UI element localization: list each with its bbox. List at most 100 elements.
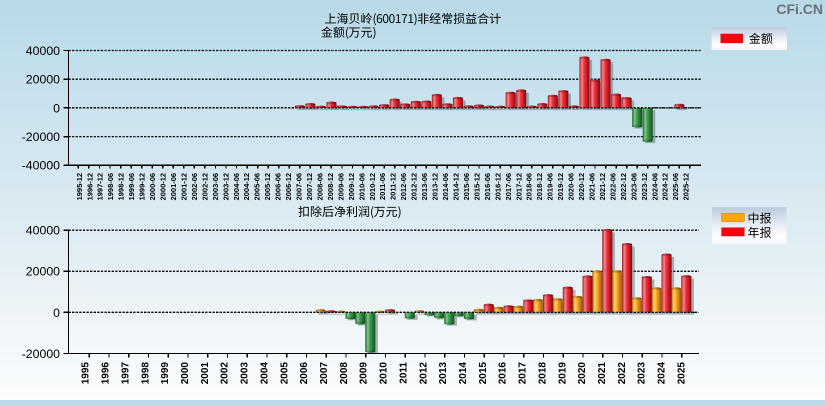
svg-text:2021-06: 2021-06 — [587, 173, 596, 201]
svg-text:2007-06: 2007-06 — [295, 173, 304, 201]
svg-text:2012: 2012 — [418, 362, 429, 385]
svg-text:2019-12: 2019-12 — [556, 173, 565, 201]
svg-text:2011-12: 2011-12 — [389, 173, 398, 200]
svg-text:2015-06: 2015-06 — [462, 173, 471, 201]
svg-text:2002-12: 2002-12 — [200, 173, 209, 201]
svg-text:2023-06: 2023-06 — [629, 173, 638, 201]
svg-text:2017: 2017 — [518, 362, 529, 385]
svg-text:2003-06: 2003-06 — [211, 173, 220, 201]
svg-text:2021: 2021 — [597, 362, 608, 385]
svg-text:2010-12: 2010-12 — [368, 173, 377, 201]
svg-text:2014-12: 2014-12 — [451, 173, 460, 201]
svg-text:2010-06: 2010-06 — [357, 173, 366, 201]
svg-text:1997-12: 1997-12 — [96, 173, 105, 201]
svg-text:-20000: -20000 — [22, 347, 60, 361]
svg-text:2011-06: 2011-06 — [378, 173, 387, 200]
svg-text:2022: 2022 — [617, 362, 628, 385]
svg-text:2020-12: 2020-12 — [577, 173, 586, 201]
svg-text:2004-06: 2004-06 — [232, 173, 241, 201]
svg-text:2005-12: 2005-12 — [263, 173, 272, 201]
svg-text:2025: 2025 — [676, 362, 687, 385]
svg-text:2014: 2014 — [458, 362, 469, 385]
svg-text:2006-06: 2006-06 — [274, 173, 283, 201]
svg-text:2024-06: 2024-06 — [650, 173, 659, 201]
svg-text:2020-06: 2020-06 — [567, 173, 576, 201]
svg-text:2013-06: 2013-06 — [420, 173, 429, 201]
svg-text:2008-06: 2008-06 — [315, 173, 324, 201]
svg-text:2016: 2016 — [498, 362, 509, 385]
svg-text:20000: 20000 — [26, 73, 60, 87]
svg-text:40000: 40000 — [26, 224, 60, 238]
svg-text:CFi.CN: CFi.CN — [776, 1, 823, 17]
svg-text:2019: 2019 — [557, 362, 568, 385]
svg-text:2007-12: 2007-12 — [305, 173, 314, 201]
svg-text:2001-06: 2001-06 — [169, 173, 178, 201]
svg-text:40000: 40000 — [26, 44, 60, 58]
svg-text:2011: 2011 — [398, 362, 409, 384]
svg-text:1999-12: 1999-12 — [138, 173, 147, 201]
svg-text:2021-12: 2021-12 — [598, 173, 607, 201]
svg-text:2016-06: 2016-06 — [483, 173, 492, 201]
svg-text:2009: 2009 — [359, 362, 370, 385]
svg-text:2003: 2003 — [240, 362, 251, 385]
svg-text:2001: 2001 — [200, 362, 211, 385]
svg-text:2008: 2008 — [339, 362, 350, 385]
svg-text:2016-12: 2016-12 — [493, 173, 502, 201]
svg-text:-40000: -40000 — [22, 159, 60, 173]
svg-text:2023: 2023 — [637, 362, 648, 385]
svg-text:2012-12: 2012-12 — [410, 173, 419, 201]
svg-text:2018: 2018 — [537, 362, 548, 385]
svg-text:1996-12: 1996-12 — [85, 173, 94, 201]
svg-text:2013: 2013 — [438, 362, 449, 385]
svg-text:2017-12: 2017-12 — [514, 173, 523, 201]
svg-text:1997: 1997 — [120, 362, 131, 385]
svg-text:2024-12: 2024-12 — [661, 173, 670, 201]
svg-text:2012-06: 2012-06 — [399, 173, 408, 201]
svg-text:0: 0 — [53, 306, 60, 320]
svg-text:2004: 2004 — [259, 362, 270, 385]
svg-text:2002-06: 2002-06 — [190, 173, 199, 201]
svg-text:2001-12: 2001-12 — [179, 173, 188, 201]
svg-text:2003-12: 2003-12 — [221, 173, 230, 201]
svg-text:2005-06: 2005-06 — [253, 173, 262, 201]
svg-text:2004-12: 2004-12 — [242, 173, 251, 201]
svg-text:2006-12: 2006-12 — [284, 173, 293, 201]
svg-text:1998: 1998 — [140, 362, 151, 385]
svg-text:2022-12: 2022-12 — [619, 173, 628, 201]
svg-text:2023-12: 2023-12 — [640, 173, 649, 201]
svg-text:2000-06: 2000-06 — [148, 173, 157, 201]
svg-text:2006: 2006 — [299, 362, 310, 385]
svg-text:2009-12: 2009-12 — [347, 173, 356, 201]
svg-text:2007: 2007 — [319, 362, 330, 385]
svg-text:1996: 1996 — [101, 362, 112, 385]
svg-text:2019-06: 2019-06 — [546, 173, 555, 201]
svg-text:2017-06: 2017-06 — [504, 173, 513, 201]
svg-text:2025-06: 2025-06 — [671, 173, 680, 201]
svg-text:1998-06: 1998-06 — [106, 173, 115, 201]
svg-text:2020: 2020 — [577, 362, 588, 385]
svg-text:2024: 2024 — [657, 362, 668, 385]
svg-text:0: 0 — [53, 101, 60, 115]
svg-text:2018-06: 2018-06 — [525, 173, 534, 201]
svg-text:2008-12: 2008-12 — [326, 173, 335, 201]
svg-text:2013-12: 2013-12 — [431, 173, 440, 201]
svg-text:1999-06: 1999-06 — [127, 173, 136, 201]
svg-text:-20000: -20000 — [22, 130, 60, 144]
svg-text:2022-06: 2022-06 — [608, 173, 617, 201]
svg-text:2009-06: 2009-06 — [336, 173, 345, 201]
svg-text:2005: 2005 — [279, 362, 290, 385]
svg-text:2025-12: 2025-12 — [682, 173, 691, 201]
svg-text:2000-12: 2000-12 — [159, 173, 168, 201]
svg-text:2002: 2002 — [220, 362, 231, 385]
svg-text:2010: 2010 — [379, 362, 390, 385]
svg-text:1995: 1995 — [81, 362, 92, 385]
svg-text:2015-12: 2015-12 — [472, 173, 481, 201]
svg-text:2018-12: 2018-12 — [535, 173, 544, 201]
svg-text:1995-12: 1995-12 — [75, 173, 84, 201]
svg-text:1999: 1999 — [160, 362, 171, 385]
svg-text:2000: 2000 — [180, 362, 191, 385]
svg-text:1998-12: 1998-12 — [117, 173, 126, 201]
svg-text:2014-06: 2014-06 — [441, 173, 450, 201]
svg-text:2015: 2015 — [478, 362, 489, 385]
svg-text:20000: 20000 — [26, 265, 60, 279]
